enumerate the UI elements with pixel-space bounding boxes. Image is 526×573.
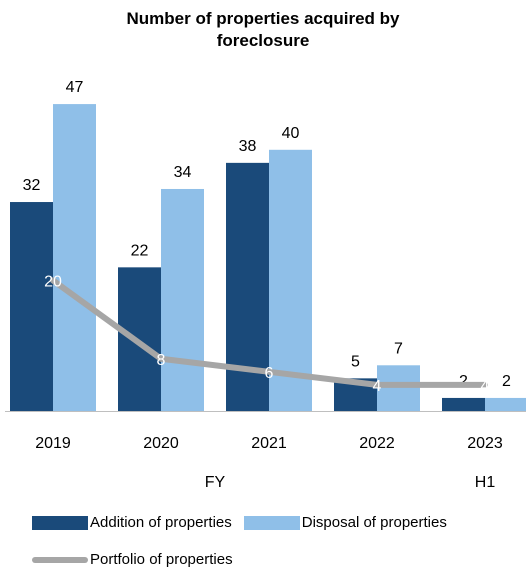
data-label-portfolio-2022: 4: [373, 378, 382, 395]
legend-label-portfolio: Portfolio of properties: [90, 551, 233, 568]
data-label-disposal-2019: 47: [66, 79, 84, 96]
x-tick-label-2023: 2023: [467, 435, 503, 452]
x-tick-label-2019: 2019: [35, 435, 71, 452]
legend-swatch-disposal: [244, 516, 300, 530]
x-tick-label-2021: 2021: [251, 435, 287, 452]
legend-swatch-portfolio: [32, 557, 88, 563]
data-label-addition-2019: 32: [23, 177, 41, 194]
x-tick-label-2020: 2020: [143, 435, 179, 452]
data-label-addition-2022: 5: [351, 353, 360, 370]
data-label-portfolio-2020: 8: [157, 352, 166, 369]
x-group-label-FY: FY: [205, 474, 226, 491]
bar-disposal-2023: [485, 398, 526, 411]
bar-addition-2019: [10, 202, 53, 411]
data-label-disposal-2023: 2: [502, 373, 511, 390]
legend-item-addition: Addition of properties: [32, 514, 232, 531]
data-label-addition-2021: 38: [239, 138, 257, 155]
bar-disposal-2020: [161, 189, 204, 411]
legend-row-1: Addition of properties Disposal of prope…: [32, 514, 459, 531]
legend-item-portfolio: Portfolio of properties: [32, 551, 233, 568]
legend-swatch-addition: [32, 516, 88, 530]
data-label-disposal-2021: 40: [282, 125, 300, 142]
x-tick-label-2022: 2022: [359, 435, 395, 452]
x-group-label-H1: H1: [475, 474, 496, 491]
bar-addition-2020: [118, 267, 161, 411]
data-label-disposal-2022: 7: [394, 340, 403, 357]
bar-disposal-2019: [53, 104, 96, 411]
legend-label-addition: Addition of properties: [90, 514, 232, 531]
bar-disposal-2022: [377, 365, 420, 411]
legend-label-disposal: Disposal of properties: [302, 514, 447, 531]
data-label-disposal-2020: 34: [174, 164, 192, 181]
data-label-portfolio-2019: 20: [44, 273, 62, 290]
legend-row-2: Portfolio of properties: [32, 551, 245, 568]
bar-addition-2023: [442, 398, 485, 411]
data-label-portfolio-2023: 4: [481, 378, 490, 395]
legend-item-disposal: Disposal of properties: [244, 514, 447, 531]
data-label-addition-2020: 22: [131, 242, 149, 259]
data-label-portfolio-2021: 6: [265, 365, 274, 382]
